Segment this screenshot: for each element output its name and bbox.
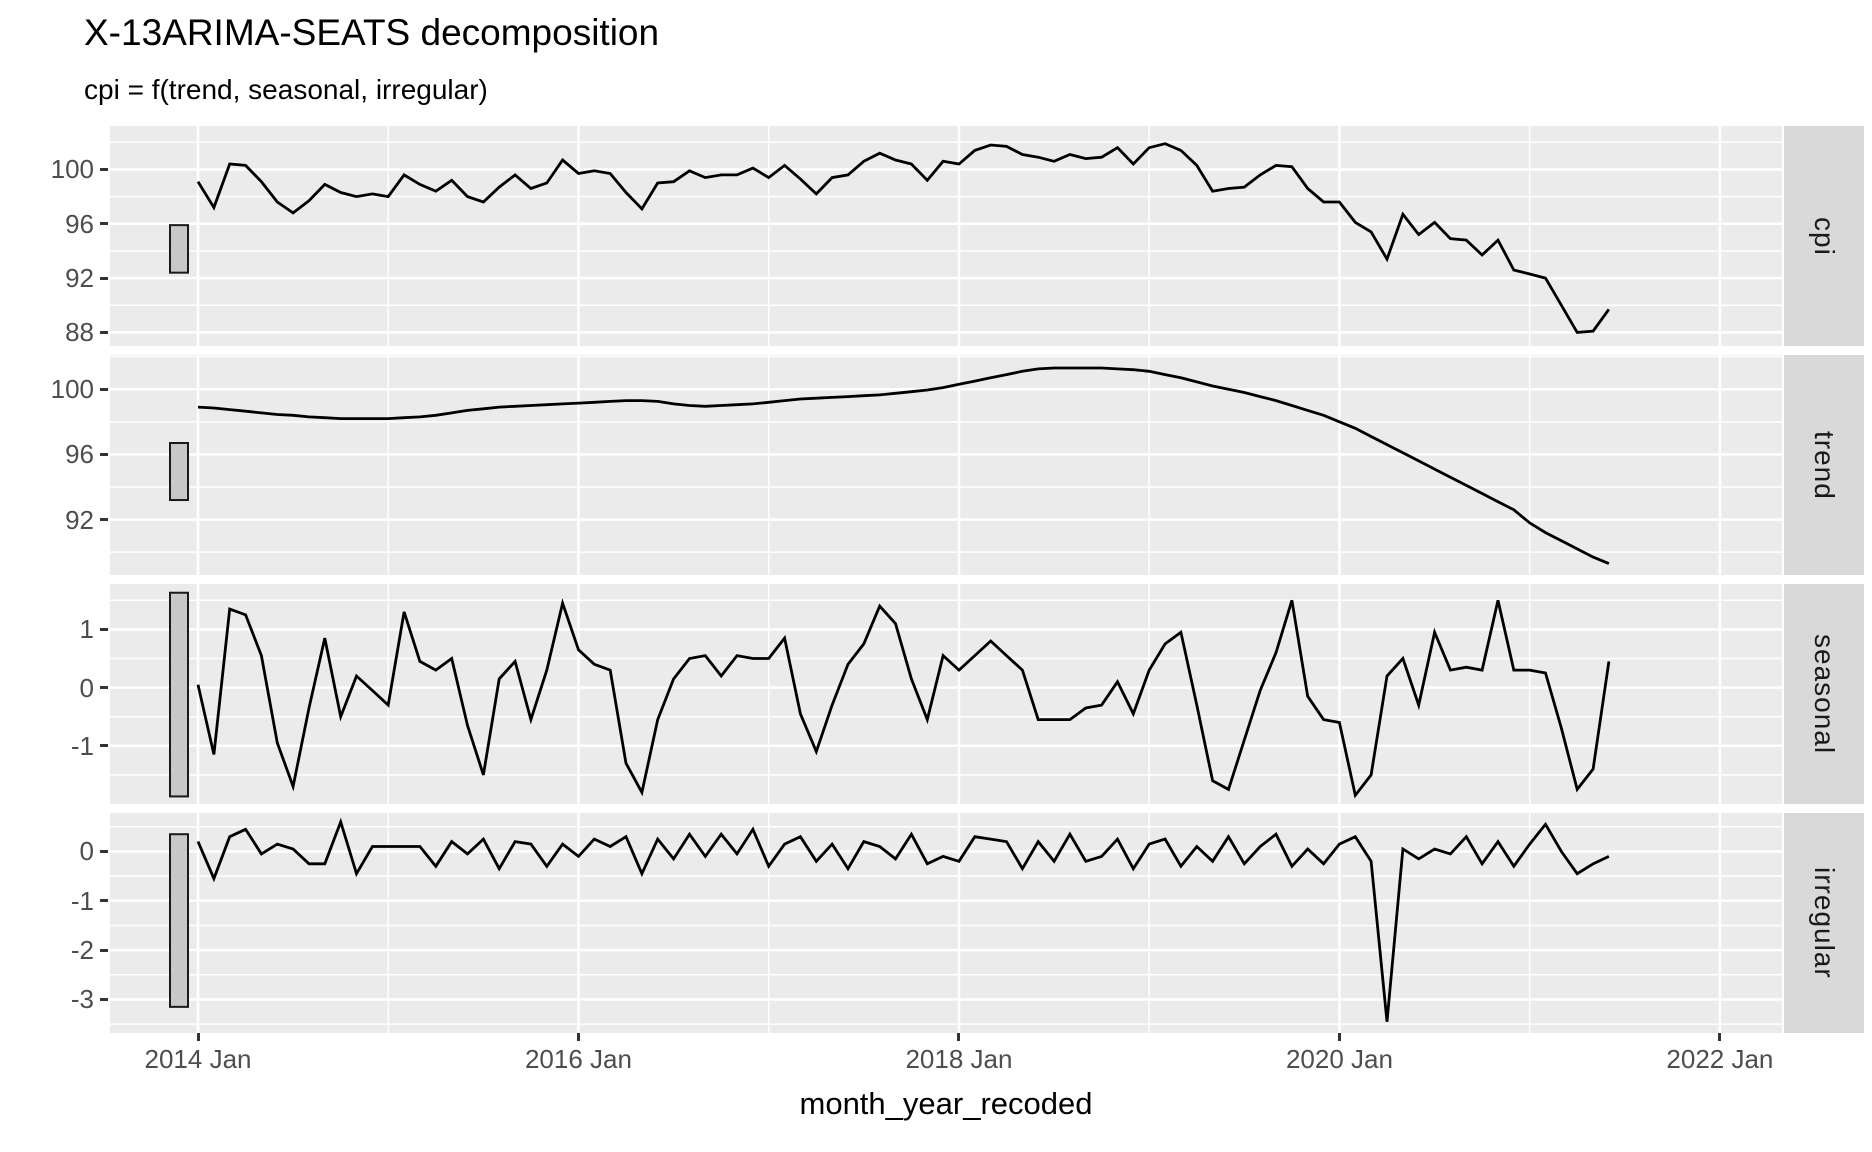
x-tick-label: 2022 Jan	[1666, 1044, 1774, 1074]
plot-subtitle: cpi = f(trend, seasonal, irregular)	[84, 74, 488, 105]
y-tick-mark	[100, 997, 108, 1001]
strip-trend: trend	[1784, 355, 1864, 575]
x-tick-mark	[1718, 1033, 1722, 1041]
y-tick-mark	[100, 222, 108, 226]
x-tick-mark	[957, 1033, 961, 1041]
panel-seasonal	[110, 584, 1782, 804]
trend-series-line	[197, 366, 1610, 565]
strip-seasonal: seasonal	[1784, 584, 1864, 804]
x-tick-label: 2020 Jan	[1285, 1044, 1393, 1074]
y-tick-label-trend: 92	[65, 504, 94, 535]
scale-bar-irregular	[169, 833, 189, 1008]
y-tick-label-cpi: 100	[50, 154, 94, 185]
y-tick-label-trend: 100	[50, 374, 94, 405]
plot-title: X-13ARIMA-SEATS decomposition	[84, 12, 660, 53]
y-tick-label-irregular: -1	[70, 885, 94, 916]
strip-label-irregular: irregular	[1809, 867, 1840, 979]
scale-bar-seasonal	[169, 591, 189, 798]
y-tick-mark	[100, 948, 108, 952]
strip-label-seasonal: seasonal	[1809, 633, 1840, 755]
strip-label-trend: trend	[1809, 430, 1840, 500]
cpi-series-line	[196, 142, 1611, 334]
strip-irregular: irregular	[1784, 813, 1864, 1033]
panel-irregular	[110, 813, 1782, 1033]
y-tick-mark	[100, 518, 108, 522]
y-tick-label-seasonal: 1	[79, 614, 94, 645]
y-tick-label-irregular: 0	[79, 836, 94, 867]
y-tick-mark	[100, 627, 108, 631]
y-tick-mark	[100, 744, 108, 748]
y-tick-label-trend: 96	[65, 439, 94, 470]
x-tick-label: 2018 Jan	[905, 1044, 1013, 1074]
scale-bar-trend	[169, 442, 189, 502]
y-tick-label-seasonal: 0	[79, 672, 94, 703]
x-tick-label: 2016 Jan	[524, 1044, 632, 1074]
seasonal-series-line	[196, 598, 1611, 799]
y-tick-label-cpi: 96	[65, 208, 94, 239]
panel-irregular-canvas	[110, 813, 1782, 1033]
panel-seasonal-canvas	[110, 584, 1782, 804]
strip-label-cpi: cpi	[1809, 216, 1840, 256]
y-tick-mark	[100, 849, 108, 853]
x-tick-label: 2014 Jan	[144, 1044, 252, 1074]
strip-cpi: cpi	[1784, 126, 1864, 346]
panel-cpi-canvas	[110, 126, 1782, 346]
scale-bar-cpi	[169, 224, 189, 274]
x-tick-mark	[196, 1033, 200, 1041]
y-tick-mark	[100, 899, 108, 903]
irregular-series-line	[196, 817, 1610, 1022]
x-axis-title: month_year_recoded	[799, 1086, 1093, 1121]
y-tick-mark	[100, 452, 108, 456]
y-tick-mark	[100, 387, 108, 391]
y-tick-label-irregular: -3	[70, 984, 94, 1015]
y-tick-mark	[100, 330, 108, 334]
x-tick-mark	[1337, 1033, 1341, 1041]
panel-trend-canvas	[110, 355, 1782, 575]
panel-cpi	[110, 126, 1782, 346]
y-tick-mark	[100, 276, 108, 280]
panel-trend	[110, 355, 1782, 575]
y-tick-label-seasonal: -1	[70, 730, 94, 761]
y-tick-mark	[100, 167, 108, 171]
y-tick-label-irregular: -2	[70, 935, 94, 966]
y-tick-label-cpi: 88	[65, 317, 94, 348]
y-tick-label-cpi: 92	[65, 263, 94, 294]
x-tick-mark	[576, 1033, 580, 1041]
y-tick-mark	[100, 686, 108, 690]
